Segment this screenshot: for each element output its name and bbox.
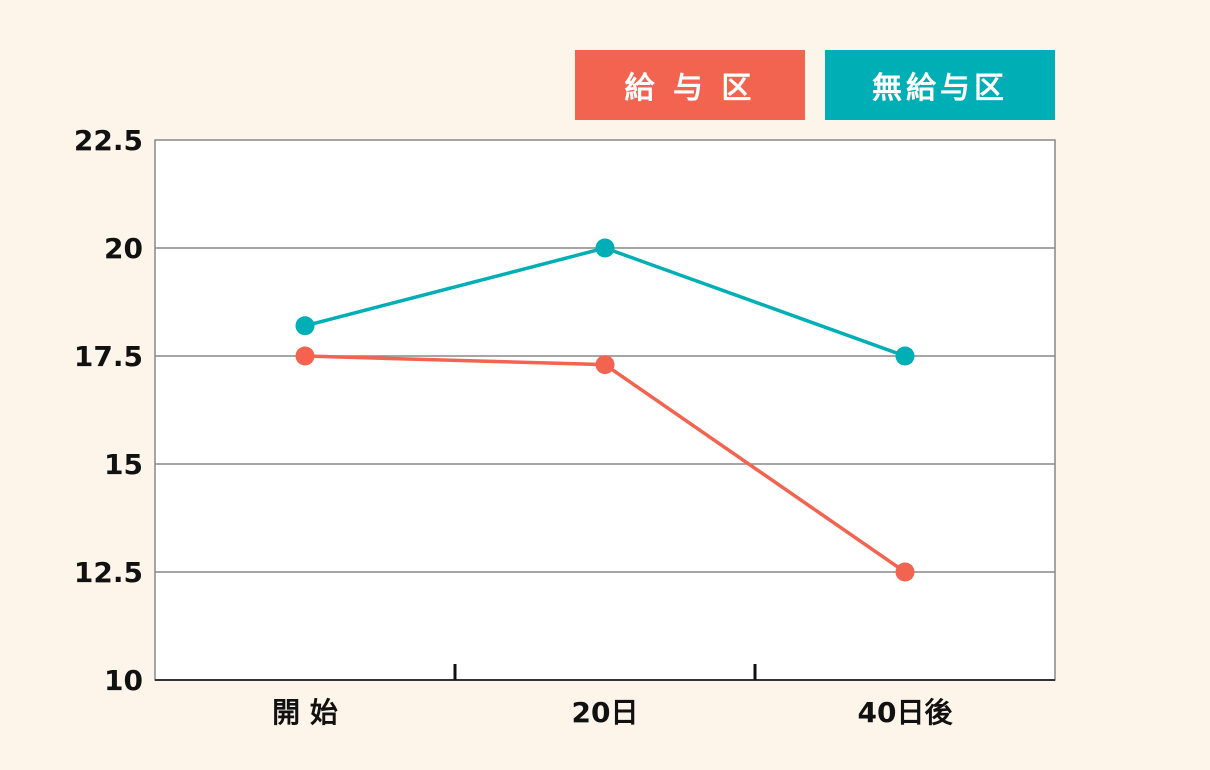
y-tick-label: 15 (104, 448, 143, 481)
y-tick-label: 10 (104, 664, 143, 697)
plot-area (154, 139, 1056, 681)
data-point (895, 346, 915, 366)
y-tick-label: 20 (104, 232, 143, 265)
legend-item-paid: 給 与 区 (575, 50, 805, 120)
x-tick-label: 40日後 (858, 696, 954, 729)
y-tick-label: 12.5 (74, 556, 143, 589)
data-point (295, 316, 315, 336)
data-point (595, 238, 615, 258)
data-point (595, 355, 615, 375)
data-point (295, 346, 315, 366)
y-tick-label: 22.5 (74, 124, 143, 157)
x-tick-label: 開 始 (272, 696, 338, 729)
x-tick-label: 20日 (572, 696, 639, 729)
y-tick-label: 17.5 (74, 340, 143, 373)
legend-item-unpaid: 無給与区 (825, 50, 1055, 120)
series-layer (295, 238, 915, 582)
y-axis-ticks: 10 12.5 15 17.5 20 22.5 (74, 124, 143, 697)
x-axis-ticks: 開 始 20日 40日後 (272, 664, 953, 729)
data-point (895, 562, 915, 582)
